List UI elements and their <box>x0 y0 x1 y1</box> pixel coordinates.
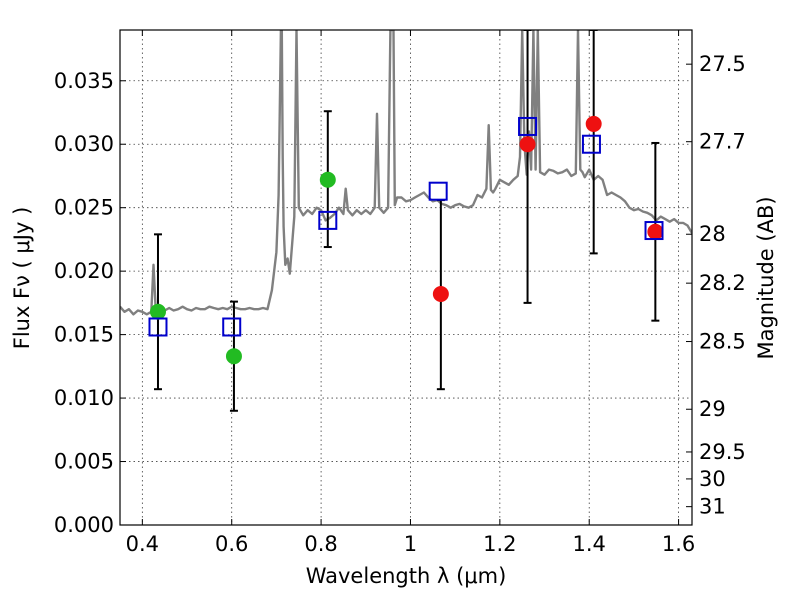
mag-tick-label: 27.5 <box>699 52 746 76</box>
y-tick-label: 0.015 <box>54 323 114 347</box>
model-square-point <box>581 134 601 154</box>
model-square-point <box>222 317 242 337</box>
y-tick-label: 0.020 <box>54 259 114 283</box>
sed-layer <box>120 30 692 316</box>
x-tick-label: 1.2 <box>483 532 516 556</box>
grid <box>120 30 692 526</box>
mag-tick-label: 28.2 <box>699 271 746 295</box>
y-tick-label: 0.005 <box>54 450 114 474</box>
y-axis-label: Flux Fν ( μJy ) <box>10 207 34 350</box>
model-square-point <box>518 116 538 136</box>
y2-axis-label: Magnitude (AB) <box>754 196 778 359</box>
mag-tick-label: 31 <box>699 495 726 519</box>
model-square-point <box>318 210 338 230</box>
model-square-point <box>644 221 664 241</box>
points-layer <box>148 115 664 365</box>
green-data-point <box>319 171 336 188</box>
red-data-point <box>519 136 536 153</box>
y-tick-label: 0.010 <box>54 386 114 410</box>
green-data-point <box>225 348 242 365</box>
y-tick-label: 0.000 <box>54 513 114 537</box>
model-square-point <box>428 181 448 201</box>
green-data-point <box>149 303 166 320</box>
mag-tick-label: 29.5 <box>699 440 746 464</box>
y-tick-label: 0.035 <box>54 69 114 93</box>
sed-model-line <box>120 30 692 316</box>
x-tick-label: 0.6 <box>215 532 248 556</box>
x-tick-label: 1.4 <box>573 532 606 556</box>
x-tick-label: 1.6 <box>662 532 695 556</box>
tick-layer <box>120 30 692 526</box>
mag-tick-label: 28.5 <box>699 330 746 354</box>
tick-label-layer: 0.4 0.6 0.8 1 1.2 1.4 1.6 0.000 0.005 0.010 0.015 0… <box>54 52 746 556</box>
y-tick-label: 0.025 <box>54 196 114 220</box>
red-data-point <box>647 223 664 240</box>
model-square-point <box>148 317 168 337</box>
plot-frame <box>119 29 693 526</box>
red-data-point <box>432 286 449 302</box>
x-axis-label: Wavelength λ (μm) <box>306 564 507 588</box>
x-tick-label: 0.8 <box>304 532 337 556</box>
x-tick-label: 1 <box>404 532 417 556</box>
mag-tick-label: 30 <box>699 467 726 491</box>
x-tick-label: 0.4 <box>126 532 159 556</box>
mag-tick-label: 29 <box>699 397 726 421</box>
mag-tick-label: 28 <box>699 222 726 246</box>
mag-tick-label: 27.7 <box>699 130 746 154</box>
red-data-point <box>585 115 602 132</box>
y-tick-label: 0.030 <box>54 132 114 156</box>
